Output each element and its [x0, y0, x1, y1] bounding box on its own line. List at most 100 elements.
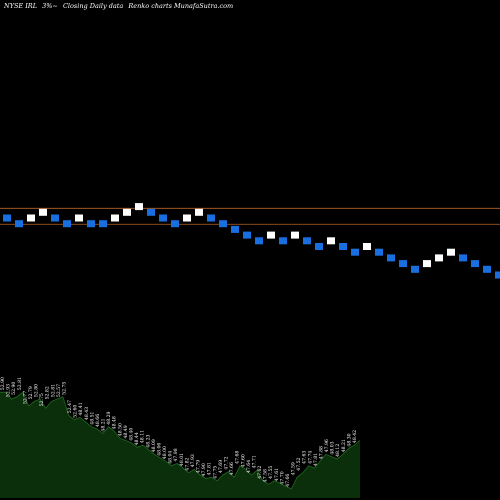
volume-line — [0, 391, 361, 490]
volume-label: 47.93 — [190, 454, 196, 467]
volume-label: 48.51 — [89, 411, 95, 424]
volume-label: 52.47 — [67, 400, 73, 413]
volume-label: 52.93 — [6, 384, 12, 397]
volume-label: 52.90 — [0, 377, 6, 390]
volume-label: 48.00 — [162, 446, 168, 459]
down-brick — [351, 248, 359, 256]
volume-label: 47.74 — [307, 451, 313, 464]
volume-label: 52.80 — [34, 384, 40, 397]
down-brick — [459, 254, 467, 262]
up-brick — [267, 231, 275, 239]
header-description: Closing Daily data — [63, 2, 123, 10]
down-brick — [411, 265, 419, 273]
header-symbol: NYSE IRL — [3, 2, 37, 10]
volume-label: 48.23 — [145, 434, 151, 447]
volume-label: 48.21 — [101, 418, 107, 431]
down-brick — [243, 231, 251, 239]
down-brick — [63, 220, 71, 228]
down-brick — [303, 237, 311, 245]
up-brick — [291, 231, 299, 239]
volume-label: 47.81 — [207, 462, 213, 475]
volume-label: 52.75 — [62, 382, 68, 395]
volume-label: 47.66 — [229, 462, 235, 475]
down-brick — [339, 243, 347, 250]
up-brick — [75, 214, 83, 222]
volume-label: 48.44 — [134, 432, 140, 445]
volume-label: 47.62 — [257, 466, 263, 479]
volume-label: 52.57 — [56, 384, 62, 397]
volume-label: 52.77 — [22, 391, 28, 404]
volume-label: 47.52 — [296, 457, 302, 470]
up-brick — [327, 237, 335, 245]
volume-label: 48.01 — [179, 453, 185, 466]
header-brand: Renko charts MunafaSutra.com — [127, 2, 233, 10]
up-brick — [111, 214, 119, 222]
volume-label: 47.71 — [251, 455, 257, 468]
down-brick — [219, 220, 227, 228]
volume-label: 48.29 — [106, 411, 112, 424]
volume-label: 47.58 — [263, 469, 269, 482]
up-brick — [195, 208, 203, 216]
volume-label: 47.66 — [285, 474, 291, 487]
volume-label: 48.43 — [84, 407, 90, 420]
volume-label: 47.55 — [268, 466, 274, 479]
volume-label: 47.69 — [218, 460, 224, 473]
volume-label: 52.81 — [50, 384, 56, 397]
down-brick — [471, 260, 479, 268]
volume-label: 48.30 — [346, 433, 352, 446]
volume-label: 52.82 — [45, 386, 51, 399]
down-brick — [387, 254, 395, 262]
volume-label: 48.49 — [123, 425, 129, 438]
chart-header: NYSE IRL 3%~ Closing Daily data Renko ch… — [3, 2, 233, 10]
volume-label: 48.50 — [117, 423, 123, 436]
volume-label: 47.82 — [184, 457, 190, 470]
header-change: 3%~ — [42, 2, 58, 10]
down-brick — [399, 260, 407, 268]
volume-label: 47.60 — [240, 454, 246, 467]
down-brick — [3, 214, 11, 222]
volume-label: 48.04 — [168, 451, 174, 464]
volume-label: 47.59 — [291, 462, 297, 475]
down-brick — [51, 214, 59, 222]
volume-area — [0, 391, 361, 498]
volume-label: 47.72 — [224, 456, 230, 469]
up-brick — [123, 208, 131, 216]
down-brick — [159, 214, 167, 222]
volume-label: 47.70 — [279, 471, 285, 484]
up-brick — [39, 208, 47, 216]
up-brick — [423, 260, 431, 268]
volume-label: 47.79 — [196, 460, 202, 473]
volume-label: 48.41 — [78, 402, 84, 415]
volume-label: 47.90 — [201, 463, 207, 476]
volume-label: 52.60 — [73, 405, 79, 418]
volume-label: 47.75 — [212, 466, 218, 479]
volume-label: 47.63 — [302, 451, 308, 464]
down-brick — [207, 214, 215, 222]
volume-label: 48.66 — [95, 414, 101, 427]
renko-bricks — [3, 203, 500, 279]
down-brick — [15, 220, 23, 228]
down-brick — [279, 237, 287, 245]
down-brick — [495, 271, 500, 279]
up-brick — [27, 214, 35, 222]
up-brick — [435, 254, 443, 262]
down-brick — [99, 220, 107, 228]
down-brick — [255, 237, 263, 245]
volume-label: 52.75 — [39, 393, 45, 406]
volume-label: 48.03 — [330, 441, 336, 454]
volume-label: 47.81 — [313, 453, 319, 466]
down-brick — [483, 265, 491, 273]
volume-label: 48.11 — [140, 430, 146, 443]
volume-fill — [0, 392, 360, 498]
reference-lines — [0, 207, 500, 225]
volume-label: 47.68 — [235, 451, 241, 464]
up-brick — [363, 243, 371, 250]
volume-label: 47.64 — [246, 460, 252, 473]
volume-label: 47.96 — [324, 439, 330, 452]
volume-label: 47.98 — [173, 448, 179, 461]
volume-label: 47.61 — [274, 468, 280, 481]
down-brick — [171, 220, 179, 228]
